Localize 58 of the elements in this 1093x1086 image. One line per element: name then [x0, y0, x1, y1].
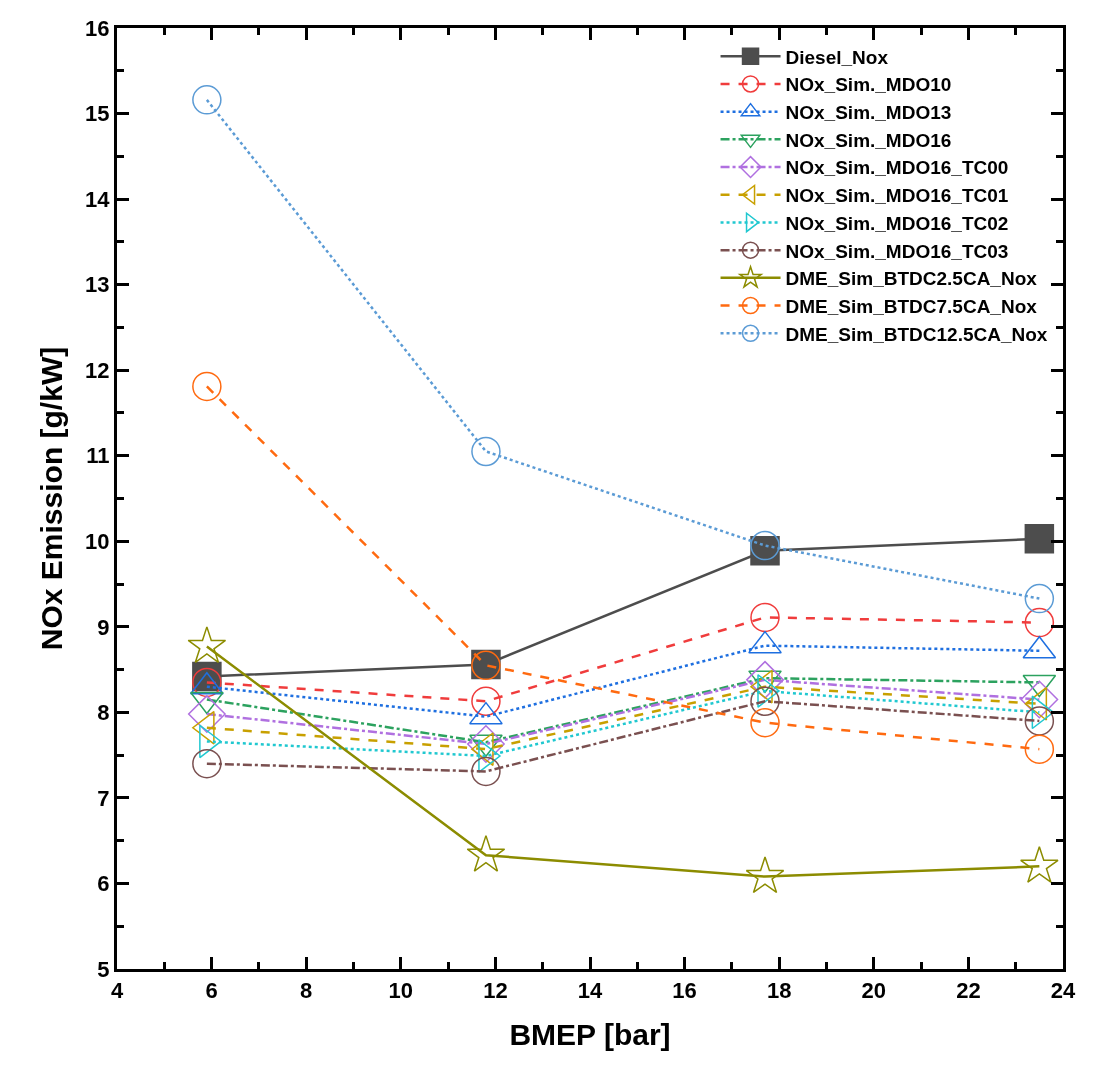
point [192, 85, 222, 115]
x-tick-label: 6 [205, 978, 218, 1004]
y-tick-label: 11 [86, 443, 110, 469]
point [187, 626, 227, 664]
point [466, 834, 506, 872]
y-tick-label: 6 [97, 871, 110, 897]
point [750, 602, 780, 633]
point [192, 748, 222, 779]
point [746, 660, 784, 699]
y-tick-label: 7 [97, 785, 110, 811]
legend-label: DME_Sim_BTDC12.5CA_Nox [785, 323, 1048, 345]
point [750, 686, 780, 716]
x-tick-label: 18 [766, 978, 792, 1004]
x-tick-label: 22 [956, 978, 981, 1004]
legend-label: DME_Sim_BTDC2.5CA_Nox [785, 268, 1038, 290]
point [1020, 680, 1059, 719]
y-tick-label: 9 [97, 614, 110, 640]
point [471, 756, 501, 787]
x-axis-title: BMEP [bar] [509, 1017, 671, 1051]
legend-label: NOx_Sim._MDO16_TC02 [785, 212, 1009, 234]
point [1024, 607, 1055, 638]
x-tick-label: 12 [483, 978, 508, 1004]
x-tick-label: 10 [388, 978, 414, 1004]
y-tick-label: 8 [97, 700, 110, 726]
x-tick-label: 24 [1050, 978, 1076, 1004]
point [1024, 734, 1055, 764]
point [1024, 706, 1055, 736]
y-tick-label: 10 [85, 528, 110, 554]
point [750, 707, 780, 738]
legend-label: DME_Sim_BTDC7.5CA_Nox [785, 295, 1038, 317]
point [192, 371, 222, 402]
x-tick-label: 20 [861, 978, 887, 1004]
y-tick-label: 13 [85, 272, 110, 298]
point [1019, 846, 1059, 883]
legend-label: NOx_Sim._MDO16_TC01 [785, 185, 1009, 207]
y-tick-label: 15 [85, 101, 110, 127]
point [1024, 583, 1055, 614]
y-axis-title: NOx Emission [g/kW] [35, 346, 69, 651]
point [471, 686, 501, 716]
legend-label: NOx_Sim._MDO16_TC00 [785, 157, 1009, 179]
legend-label: NOx_Sim._MDO13 [785, 102, 952, 124]
x-tick-label: 14 [577, 978, 603, 1004]
point [466, 725, 505, 763]
y-tick-label: 14 [85, 186, 111, 212]
y-tick-label: 12 [85, 357, 110, 383]
y-tick-label: 16 [85, 15, 110, 41]
legend-label: Diesel_Nox [785, 46, 889, 68]
y-tick-label: 5 [97, 956, 110, 982]
point [471, 436, 501, 467]
x-tick-label: 8 [300, 978, 313, 1004]
point [187, 695, 226, 734]
legend-label: NOx_Sim._MDO10 [785, 74, 952, 96]
legend-label: NOx_Sim._MDO16 [785, 129, 952, 151]
point [1024, 523, 1055, 554]
legend-label: NOx_Sim._MDO16_TC03 [785, 240, 1009, 262]
point [745, 856, 785, 894]
x-tick-label: 4 [110, 978, 124, 1004]
x-tick-label: 16 [672, 978, 697, 1004]
